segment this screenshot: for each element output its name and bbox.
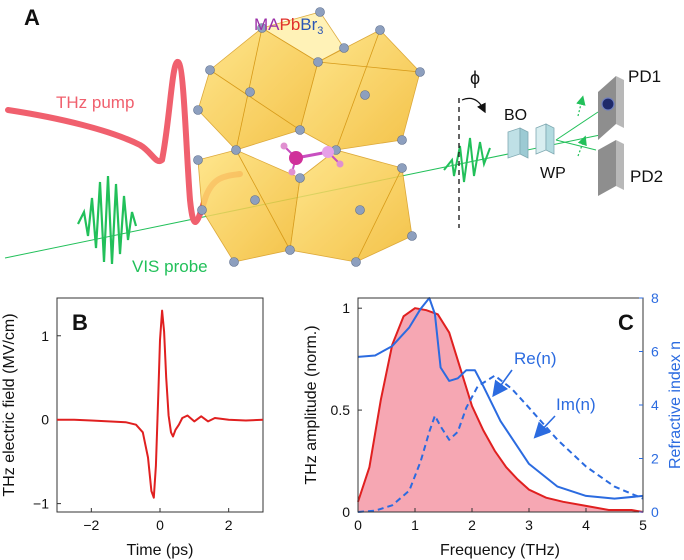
panel-b-label: B <box>72 310 88 335</box>
panel-c-label: C <box>618 310 634 335</box>
im-n-annotation: Im(n) <box>556 395 596 414</box>
panel-c-ytick-label: 0 <box>342 504 350 520</box>
panel-c-re-n-line <box>357 297 644 500</box>
ma-molecule <box>280 142 344 176</box>
panel-b-ylabel: THz electric field (MV/cm) <box>1 313 18 496</box>
panel-b-ytick-label: 0 <box>41 412 49 428</box>
panel-c-ytick-right-label: 8 <box>651 290 659 306</box>
pd2-label: PD2 <box>630 167 663 186</box>
panel-a: A <box>4 5 663 276</box>
phi-label: ϕ <box>470 68 480 88</box>
formula-br: Br <box>300 15 317 34</box>
panel-c-xlabel: Frequency (THz) <box>440 542 560 559</box>
vis-probe-pulse <box>77 175 138 265</box>
panel-c-ytick-right-label: 6 <box>651 344 659 360</box>
panel-b-field-trace <box>57 309 264 499</box>
panel-c-ylabel-right: Refractive index n <box>667 341 684 469</box>
formula-ma: MA <box>254 15 280 34</box>
panel-c-xtick-label: 0 <box>354 517 362 533</box>
panel-b-xtick-label: −2 <box>83 517 99 533</box>
panel-b-xtick-label: 2 <box>225 517 233 533</box>
br-atoms <box>193 7 425 267</box>
pd2-detector <box>598 140 624 196</box>
beam-to-pd1 <box>555 111 599 141</box>
panel-b-xlabel: Time (ps) <box>127 542 194 559</box>
panel-a-label: A <box>24 5 40 30</box>
panel-c-amplitude-line <box>357 307 644 513</box>
panel-c-ylabel: THz amplitude (norm.) <box>303 325 320 484</box>
bo-label: BO <box>504 107 527 124</box>
vis-probe-label: VIS probe <box>132 257 208 276</box>
panel-c-xtick-label: 4 <box>582 517 590 533</box>
phi-arrow <box>461 97 486 114</box>
formula-pb: Pb <box>280 15 301 34</box>
panel-c-amplitude-fill <box>358 308 643 512</box>
pd1-label: PD1 <box>628 67 661 86</box>
panel-c-xtick-label: 2 <box>468 517 476 533</box>
panel-c-xtick-label: 1 <box>411 517 419 533</box>
pd1-detector <box>598 76 624 140</box>
panel-b-xtick-label: 0 <box>156 517 164 533</box>
thz-pump-label: THz pump <box>56 93 134 112</box>
im-n-arrow <box>533 415 556 439</box>
panel-b-chart: B −2 0 2 −1 0 1 Time (ps) THz electric field … <box>1 297 264 559</box>
panel-c-ytick-right-label: 0 <box>651 504 659 520</box>
pol-arrow-2 <box>577 135 587 157</box>
panel-c-xtick-label: 3 <box>525 517 533 533</box>
panel-c-ytick-right-label: 2 <box>651 451 659 467</box>
formula-label: MAPbBr3 <box>254 15 323 37</box>
transmitted-probe-pulse <box>443 137 491 183</box>
pol-arrow-1 <box>576 95 586 117</box>
wp-label: WP <box>540 165 566 182</box>
formula-sub: 3 <box>317 25 323 37</box>
panel-c-ytick-right-label: 4 <box>651 397 659 413</box>
perovskite-crystal <box>197 11 421 263</box>
panel-c-ytick-label: 1 <box>342 300 350 316</box>
panel-c-xtick-label: 5 <box>639 517 647 533</box>
re-n-arrow <box>492 369 513 398</box>
panel-b-ytick-label: 1 <box>41 328 49 344</box>
panel-c-ytick-label: 0.5 <box>331 402 351 418</box>
beam-to-pd2 <box>555 139 597 151</box>
panel-b-ytick-label: −1 <box>33 496 49 512</box>
re-n-annotation: Re(n) <box>514 349 557 368</box>
balanced-optics <box>507 123 555 159</box>
